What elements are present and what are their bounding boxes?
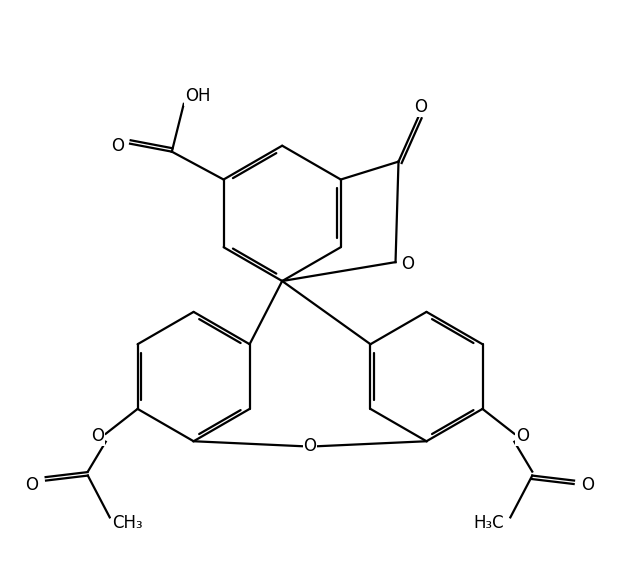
Text: O: O <box>516 427 529 445</box>
Text: O: O <box>92 427 104 445</box>
Text: O: O <box>111 137 125 155</box>
Text: OH: OH <box>185 87 211 105</box>
Text: O: O <box>303 437 317 455</box>
Text: CH₃: CH₃ <box>113 515 143 532</box>
Text: O: O <box>401 255 414 273</box>
Text: O: O <box>26 476 38 493</box>
Text: H₃C: H₃C <box>473 515 504 532</box>
Text: O: O <box>414 98 427 116</box>
Text: O: O <box>582 476 595 493</box>
